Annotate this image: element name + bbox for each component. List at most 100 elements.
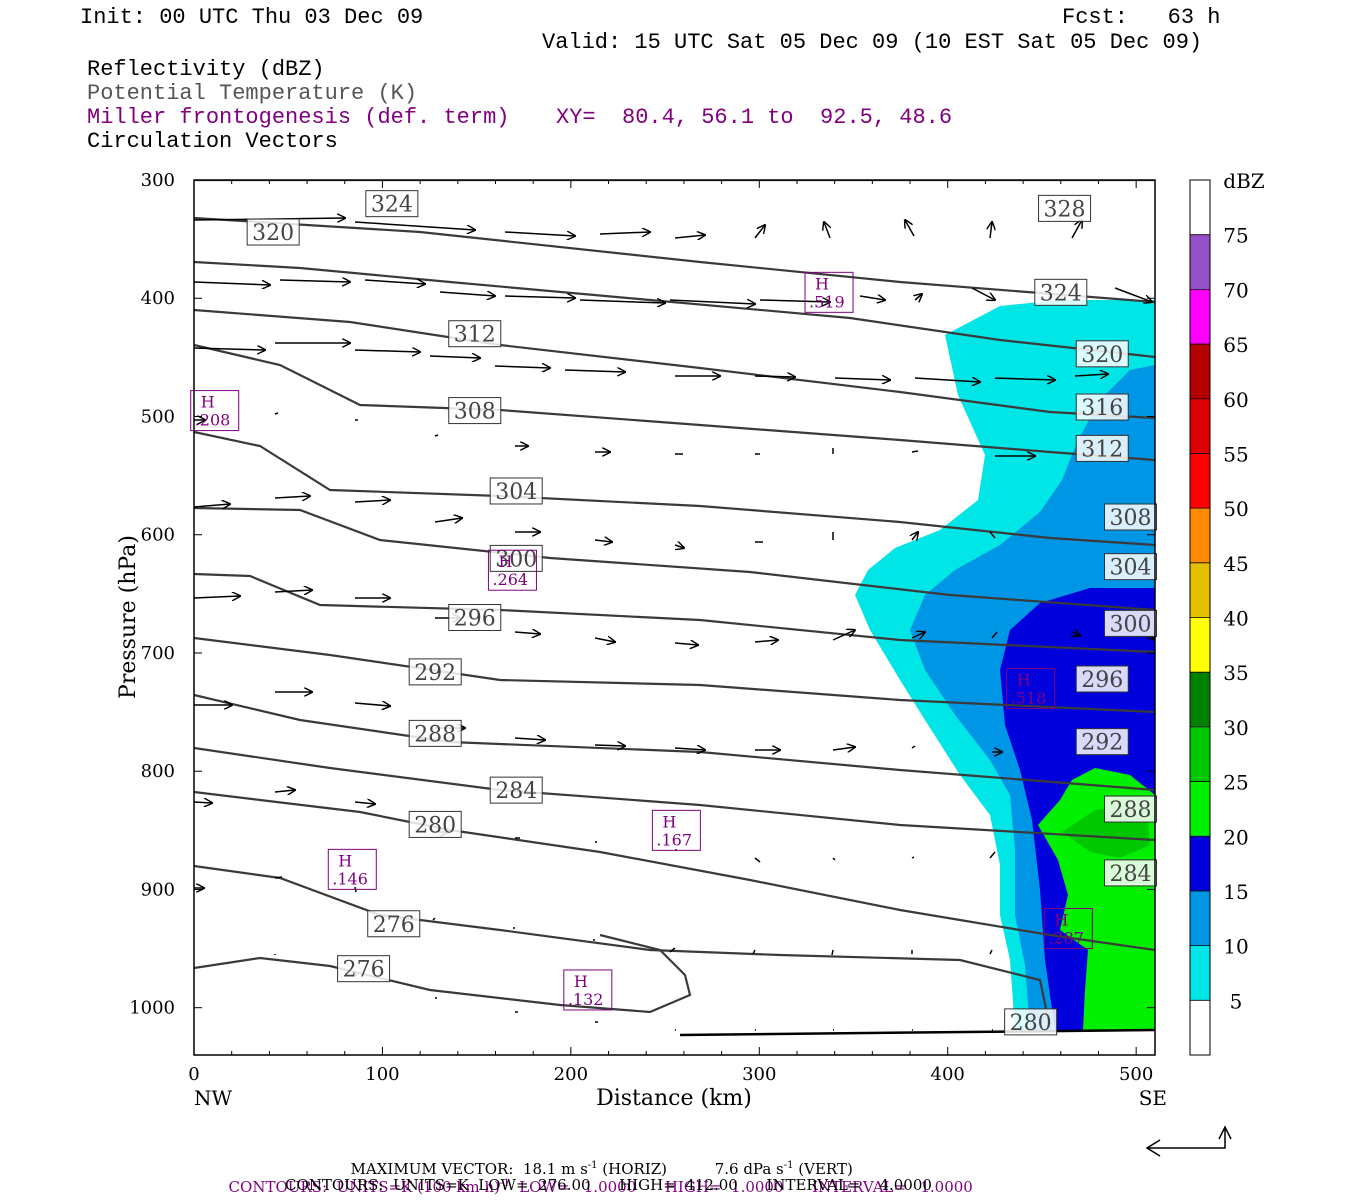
max-vector-mid: (HORIZ) 7.6 dPa s xyxy=(597,1160,784,1178)
y-tick-label: 500 xyxy=(141,406,175,427)
circulation-vector xyxy=(354,703,390,706)
colorbar-tick-label: 40 xyxy=(1223,607,1248,631)
high-letter: H xyxy=(498,552,512,571)
circulation-vector xyxy=(1072,632,1080,636)
circulation-vector xyxy=(194,596,240,598)
high-letter: H xyxy=(1054,910,1068,929)
isentrope-label: 328 xyxy=(1038,194,1092,222)
frontogenesis-high: H.287 xyxy=(1043,907,1093,949)
isentrope-label-text: 292 xyxy=(414,661,456,686)
isentrope-label-text: 320 xyxy=(1081,343,1123,368)
isentrope-line xyxy=(194,693,1155,792)
circulation-vector xyxy=(439,292,495,296)
circulation-vector xyxy=(504,232,575,236)
field-frontogenesis: Miller frontogenesis (def. term) xyxy=(87,105,510,130)
x-left-end-label: NW xyxy=(194,1086,233,1110)
circulation-vector xyxy=(274,496,310,498)
circulation-vector xyxy=(594,638,615,642)
circulation-vector xyxy=(564,370,625,372)
circulation-vector xyxy=(915,294,922,300)
circulation-vector xyxy=(669,947,676,953)
isentrope-label: 300 xyxy=(1104,609,1158,637)
valid-time: Valid: 15 UTC Sat 05 Dec 09 (10 EST Sat … xyxy=(542,30,1203,55)
reference-vector-icon xyxy=(1145,1125,1232,1157)
circulation-vector xyxy=(911,450,919,453)
x-tick-label: 300 xyxy=(742,1064,776,1085)
circulation-vector xyxy=(759,300,830,302)
isentrope-label-text: 312 xyxy=(1081,437,1123,462)
colorbar-unit: dBZ xyxy=(1223,169,1265,193)
colorbar-swatch xyxy=(1190,945,1210,1001)
isentrope-label-text: 296 xyxy=(1081,668,1123,693)
contours1-prefix: CONTOURS: UNITS=K (100 km h) xyxy=(228,1178,500,1196)
colorbar-tick-label: 20 xyxy=(1223,825,1248,849)
circulation-vector xyxy=(429,356,480,358)
colorbar-swatch xyxy=(1190,289,1210,345)
isentrope-label: 276 xyxy=(367,910,421,938)
isentrope-label-text: 288 xyxy=(1110,798,1152,823)
colorbar-tick-label: 45 xyxy=(1223,552,1248,576)
circulation-vector xyxy=(579,300,665,303)
x-right-end-label: SE xyxy=(1139,1086,1167,1110)
colorbar-tick-label: 70 xyxy=(1223,278,1248,302)
high-value: .132 xyxy=(568,990,604,1009)
isentrope-label: 276 xyxy=(337,955,391,983)
colorbar-swatch xyxy=(1190,1000,1210,1055)
high-letter: H xyxy=(338,851,352,870)
isentrope-label: 324 xyxy=(365,190,419,218)
y-tick-label: 800 xyxy=(141,761,175,782)
circulation-vector xyxy=(831,949,834,956)
x-tick-label: 500 xyxy=(1119,1064,1153,1085)
isentrope-line xyxy=(194,343,1155,462)
circulation-vector xyxy=(754,376,795,377)
high-letter: H xyxy=(1017,670,1031,689)
cross-section-endpoints: XY= 80.4, 56.1 to 92.5, 48.6 xyxy=(556,105,953,130)
circulation-vector xyxy=(354,500,390,502)
isentrope-label: 304 xyxy=(489,477,543,505)
circulation-vector xyxy=(832,857,836,861)
colorbar-swatch xyxy=(1190,234,1210,290)
y-tick-label: 1000 xyxy=(129,998,175,1019)
isentrope-label: 308 xyxy=(1104,503,1158,531)
isentrope-label-text: 308 xyxy=(1110,506,1152,531)
colorbar-tick-label: 65 xyxy=(1223,333,1248,357)
circulation-vector xyxy=(194,504,230,507)
isentrope-label: 320 xyxy=(246,218,300,246)
circulation-vector xyxy=(434,434,439,437)
circulation-vector xyxy=(989,531,996,539)
circulation-vector xyxy=(752,949,756,955)
circulation-vector xyxy=(674,545,684,548)
circulation-vector xyxy=(354,802,375,804)
reflectivity-colorbar: 5 10 15 20 25 30 35 40 45 50 55 60 65 70 75 dBZ xyxy=(1189,169,1265,1056)
colorbar-tick-label: 25 xyxy=(1223,771,1248,795)
circulation-vector xyxy=(504,296,575,298)
high-letter: H xyxy=(201,393,215,412)
isentrope-line xyxy=(194,746,1155,842)
colorbar-swatch xyxy=(1190,398,1210,454)
circulation-vector xyxy=(354,350,420,352)
frontogenesis-high: H.519 xyxy=(804,271,854,313)
circulation-vector xyxy=(914,378,980,382)
field-potential-temperature: Potential Temperature (K) xyxy=(87,81,418,106)
circulation-vector xyxy=(859,296,885,300)
colorbar-swatch xyxy=(1190,617,1210,673)
isentrope-line xyxy=(194,636,1155,714)
isentrope-label-text: 288 xyxy=(414,722,456,747)
isentrope-label: 320 xyxy=(1075,340,1129,368)
frontogenesis-high: H.132 xyxy=(563,969,613,1011)
circulation-vector xyxy=(991,631,998,639)
circulation-vector xyxy=(1074,374,1108,376)
y-tick-label: 400 xyxy=(141,288,175,309)
circulation-vector xyxy=(194,282,270,285)
high-value: .167 xyxy=(656,830,692,849)
isentrope-label: 296 xyxy=(1075,665,1129,693)
circulation-vector xyxy=(364,280,425,284)
isentrope-label: 292 xyxy=(408,658,462,686)
circulation-vector xyxy=(354,221,475,230)
isentrope-line xyxy=(194,430,1155,547)
circulation-vector xyxy=(911,745,916,749)
colorbar-swatch xyxy=(1190,344,1210,399)
circulation-vector xyxy=(754,857,761,863)
high-value: .146 xyxy=(332,869,368,888)
